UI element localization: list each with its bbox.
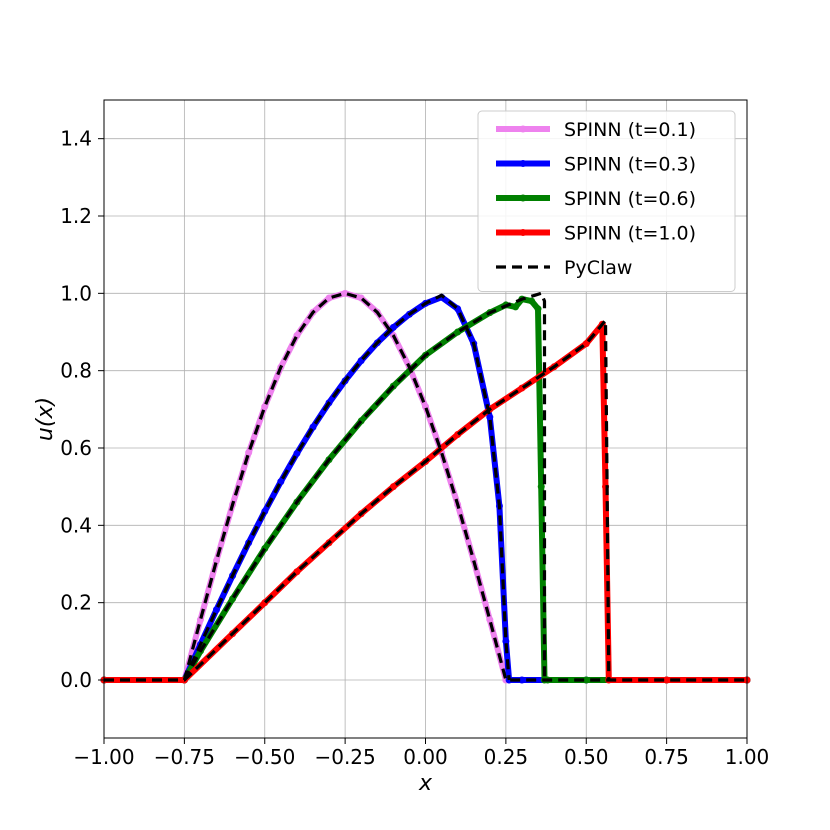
series-point-3 bbox=[528, 297, 536, 305]
legend-marker bbox=[519, 229, 527, 236]
series-point-2 bbox=[502, 637, 510, 645]
x-tick-label: 0.50 bbox=[564, 745, 609, 769]
series-point-2 bbox=[213, 606, 221, 614]
y-tick-label: 0.0 bbox=[60, 668, 92, 692]
x-axis-label: x bbox=[418, 771, 433, 796]
series-point-2 bbox=[293, 449, 301, 457]
x-tick-label: 0.00 bbox=[403, 745, 448, 769]
x-tick-label: 0.25 bbox=[484, 745, 529, 769]
legend-label: PyClaw bbox=[564, 257, 632, 279]
legend-marker bbox=[519, 125, 527, 133]
series-point-3 bbox=[534, 305, 542, 313]
y-tick-label: 0.4 bbox=[60, 513, 92, 537]
legend-marker bbox=[519, 194, 527, 202]
series-point-1 bbox=[325, 294, 333, 302]
y-tick-label: 0.6 bbox=[60, 436, 92, 460]
series-point-1 bbox=[261, 403, 269, 411]
series-point-4 bbox=[389, 483, 397, 491]
legend-box bbox=[477, 110, 736, 292]
plot-series bbox=[100, 289, 751, 684]
y-tick-label: 0.8 bbox=[60, 359, 92, 383]
series-point-3 bbox=[537, 483, 545, 491]
legend-marker bbox=[519, 160, 527, 167]
axis-ticks: −1.00 −0.75 −0.50 −0.25 0.00 0.25 0.50 0.75 1.00… bbox=[60, 127, 769, 769]
x-tick-label: 1.00 bbox=[725, 745, 770, 769]
y-tick-label: 1.0 bbox=[60, 281, 92, 305]
reference-line-3 bbox=[183, 291, 547, 681]
y-axis-label: u(x) bbox=[33, 397, 58, 441]
y-tick-label: 0.2 bbox=[60, 591, 92, 615]
series-point-4 bbox=[663, 676, 671, 684]
series-point-2 bbox=[518, 676, 526, 684]
x-tick-label: −1.00 bbox=[73, 745, 134, 769]
x-tick-label: −0.50 bbox=[234, 745, 295, 769]
series-point-1 bbox=[245, 449, 253, 457]
legend: SPINN (t=0.1) SPINN (t=0.3) SPINN (t=0.6) S… bbox=[477, 110, 736, 292]
series-point-3 bbox=[512, 303, 520, 311]
series-point-2 bbox=[486, 413, 494, 421]
series-point-1 bbox=[486, 616, 494, 624]
reference-line-4 bbox=[183, 318, 611, 682]
x-tick-label: 0.75 bbox=[644, 745, 689, 769]
legend-label: SPINN (t=1.0) bbox=[564, 223, 696, 245]
series-point-2 bbox=[277, 478, 285, 486]
reference-line-1 bbox=[104, 291, 747, 682]
legend-label: SPINN (t=0.1) bbox=[564, 119, 696, 141]
x-tick-label: −0.25 bbox=[314, 745, 375, 769]
y-tick-label: 1.4 bbox=[60, 127, 92, 151]
series-point-4 bbox=[582, 340, 590, 348]
y-tick-label: 1.2 bbox=[60, 204, 92, 228]
x-tick-label: −0.75 bbox=[154, 745, 215, 769]
legend-label: SPINN (t=0.6) bbox=[564, 188, 696, 210]
series-point-3 bbox=[582, 676, 590, 684]
legend-label: SPINN (t=0.3) bbox=[564, 154, 696, 176]
